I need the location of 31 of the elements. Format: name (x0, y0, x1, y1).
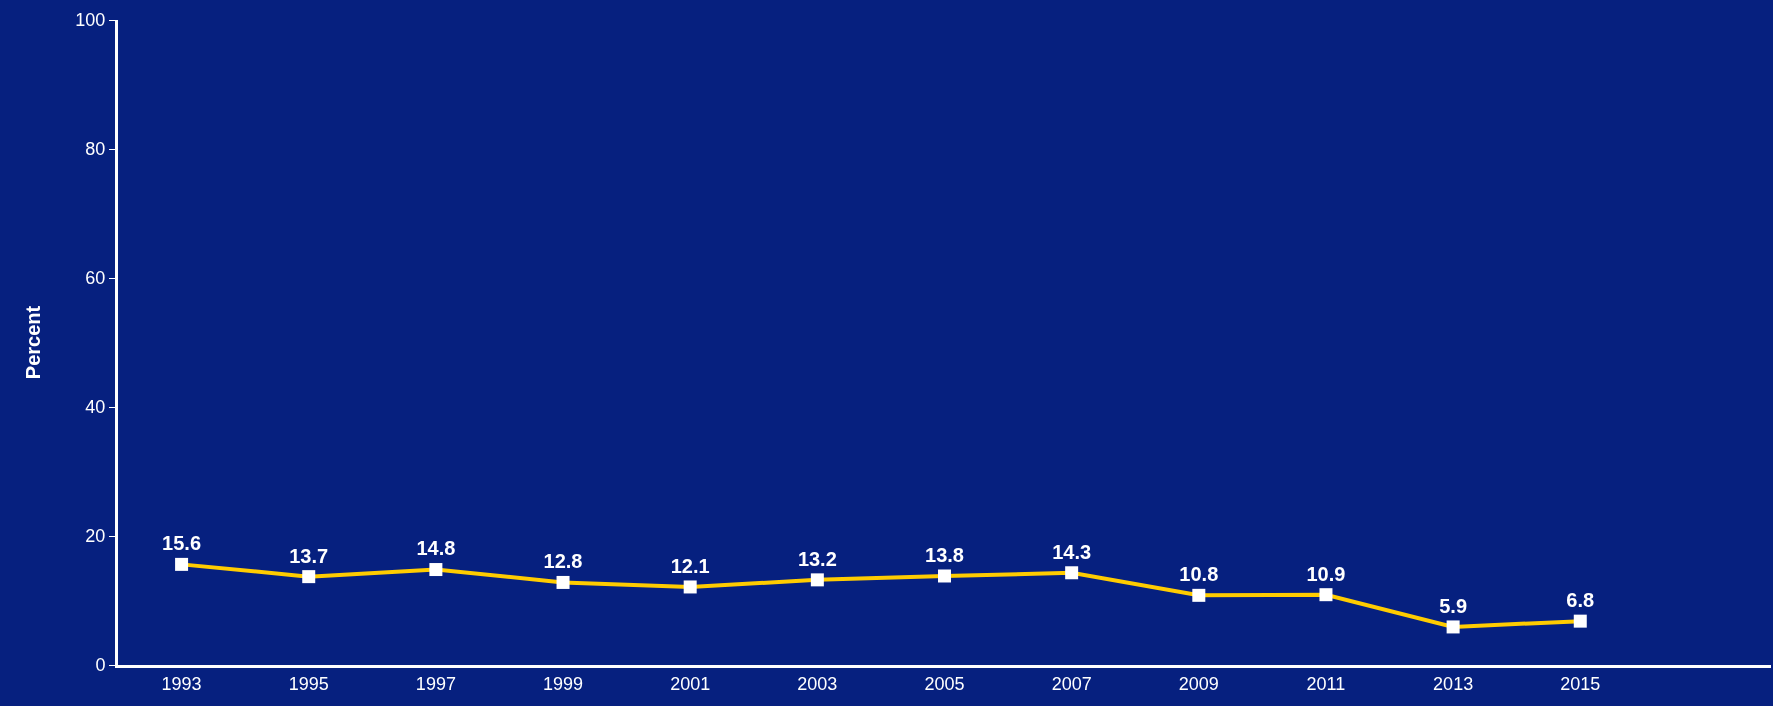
x-tick-label: 2003 (797, 673, 838, 694)
data-label: 13.7 (289, 544, 329, 567)
y-tick-label: 80 (85, 139, 106, 160)
x-tick-label: 2011 (1306, 673, 1346, 694)
x-tick-label: 2015 (1560, 673, 1601, 694)
x-tick-label: 2013 (1433, 673, 1474, 694)
y-axis-title: Percent (21, 305, 44, 380)
data-label: 14.3 (1052, 540, 1092, 563)
data-label: 13.8 (925, 543, 964, 566)
x-tick-label: 1997 (415, 673, 456, 694)
data-label: 10.9 (1306, 562, 1346, 585)
x-tick-label: 2005 (924, 673, 965, 694)
y-tick-label: 0 (95, 655, 106, 676)
x-tick-label: 2001 (670, 673, 711, 694)
data-label: 10.8 (1179, 563, 1219, 586)
x-tick-label: 1993 (161, 673, 202, 694)
data-label: 12.1 (670, 554, 710, 577)
y-tick-label: 100 (75, 10, 106, 31)
x-tick-label: 1995 (288, 673, 329, 694)
x-tick-label: 2009 (1178, 673, 1219, 694)
data-label: 6.8 (1566, 589, 1595, 612)
data-label: 12.8 (543, 550, 583, 573)
y-tick-label: 40 (85, 397, 106, 418)
data-label: 14.8 (416, 537, 456, 560)
data-label: 15.6 (162, 532, 202, 555)
data-label: 13.2 (797, 547, 837, 570)
y-tick-label: 20 (85, 526, 106, 547)
x-tick-label: 1999 (543, 673, 584, 694)
y-tick-label: 60 (85, 268, 106, 289)
data-label: 5.9 (1439, 594, 1468, 617)
x-tick-label: 2007 (1051, 673, 1092, 694)
